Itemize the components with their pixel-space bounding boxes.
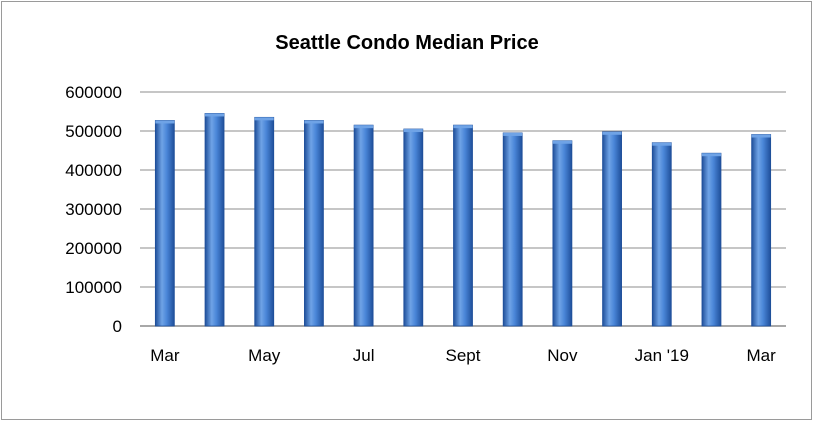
bar [701, 152, 722, 327]
bar [552, 140, 573, 327]
x-tick-label: Nov [547, 346, 578, 365]
bar-top [354, 125, 374, 129]
bar-top [602, 131, 622, 135]
y-tick-labels: 0 100000 200000 300000 400000 500000 600000 [65, 83, 122, 336]
y-tick-label: 100000 [65, 278, 122, 297]
x-tick-label: Jul [353, 346, 375, 365]
bar-top [503, 132, 523, 136]
y-tick-label: 0 [113, 317, 122, 336]
bar-top [652, 142, 672, 146]
x-tick-label: Mar [747, 346, 777, 365]
x-tick-label: Mar [150, 346, 180, 365]
bars [154, 113, 772, 327]
bar [453, 124, 473, 327]
bar-top [205, 113, 225, 117]
y-tick-label: 600000 [65, 83, 122, 102]
y-tick-label: 200000 [65, 239, 122, 258]
bar-top [254, 117, 274, 121]
bar [304, 120, 324, 327]
bar-top [552, 140, 572, 144]
bar [353, 124, 374, 327]
y-tick-label: 400000 [65, 161, 122, 180]
bar [403, 128, 424, 327]
bar [502, 132, 523, 327]
bar-top [403, 129, 423, 133]
chart-title: Seattle Condo Median Price [275, 32, 539, 54]
bar-top [304, 120, 324, 124]
bar [254, 116, 275, 327]
y-tick-label: 300000 [65, 200, 122, 219]
bar [204, 113, 225, 327]
x-tick-label: Jan '19 [635, 346, 689, 365]
bar [751, 134, 772, 327]
bar-top [453, 125, 473, 129]
bar-top [701, 153, 721, 157]
bar [651, 142, 672, 327]
bar [602, 131, 622, 327]
x-tick-labels: Mar May Jul Sept Nov Jan '19 Mar [150, 346, 776, 365]
bar-top [751, 134, 771, 138]
bar-top [155, 120, 175, 124]
y-tick-label: 500000 [65, 122, 122, 141]
x-tick-label: Sept [446, 346, 481, 365]
bar [154, 120, 175, 327]
x-tick-label: May [248, 346, 281, 365]
